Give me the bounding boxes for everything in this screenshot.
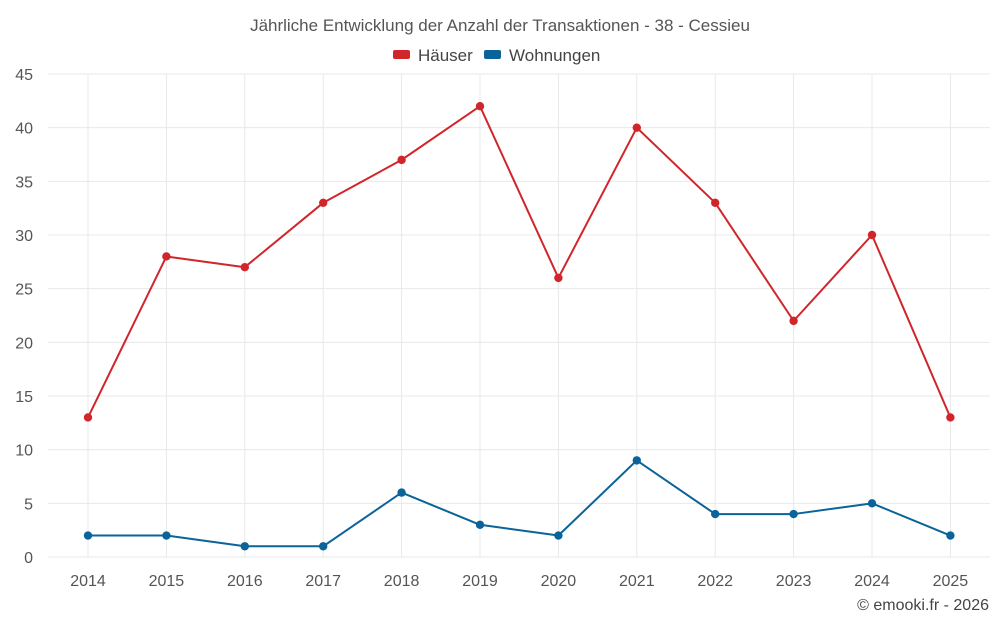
- legend-swatch-haeuser: [393, 50, 410, 59]
- data-point-haeuser[interactable]: [319, 198, 328, 207]
- data-point-wohnungen[interactable]: [867, 499, 877, 508]
- data-point-haeuser[interactable]: [83, 413, 93, 422]
- data-point-haeuser[interactable]: [554, 273, 563, 283]
- x-tick-label: 2022: [697, 573, 733, 590]
- data-point-haeuser[interactable]: [162, 252, 171, 261]
- legend-label-haeuser: Häuser: [418, 46, 473, 65]
- data-point-haeuser[interactable]: [240, 263, 249, 272]
- y-tick-label: 0: [24, 550, 33, 567]
- data-point-wohnungen[interactable]: [789, 509, 798, 519]
- x-tick-label: 2024: [854, 573, 890, 590]
- data-point-wohnungen[interactable]: [162, 531, 171, 540]
- y-tick-label: 10: [15, 443, 33, 460]
- credit-text: © emooki.fr - 2026: [857, 597, 989, 614]
- data-point-wohnungen[interactable]: [83, 531, 93, 540]
- data-point-haeuser[interactable]: [946, 413, 955, 422]
- y-tick-label: 40: [15, 121, 33, 138]
- x-tick-label: 2019: [462, 573, 498, 590]
- legend-label-wohnungen: Wohnungen: [509, 46, 600, 65]
- chart-title: Jährliche Entwicklung der Anzahl der Tra…: [250, 16, 750, 35]
- data-point-wohnungen[interactable]: [632, 456, 641, 465]
- grid: [48, 73, 990, 558]
- data-point-haeuser[interactable]: [867, 230, 877, 240]
- data-point-haeuser[interactable]: [711, 198, 720, 207]
- y-tick-label: 25: [15, 282, 33, 299]
- x-tick-label: 2018: [384, 573, 420, 590]
- x-tick-label: 2023: [776, 573, 812, 590]
- data-point-haeuser[interactable]: [632, 123, 641, 132]
- data-point-haeuser[interactable]: [475, 102, 485, 111]
- data-point-wohnungen[interactable]: [397, 488, 406, 497]
- series-line-haeuser: [87, 105, 952, 418]
- x-tick-label: 2021: [619, 573, 655, 590]
- data-point-wohnungen[interactable]: [554, 531, 563, 540]
- y-tick-label: 20: [15, 335, 33, 352]
- y-tick-label: 35: [15, 174, 33, 191]
- legend-item-wohnungen[interactable]: Wohnungen: [484, 46, 600, 65]
- data-point-wohnungen[interactable]: [946, 531, 955, 540]
- x-axis: 2014 2015 2016 2017 2018 2019 2020 2021 2022 2023…: [70, 573, 968, 590]
- x-tick-label: 2016: [227, 573, 263, 590]
- y-axis: 0 5 10 15 20 25 30 35 40 45: [15, 67, 33, 567]
- legend: Häuser Wohnungen: [393, 46, 600, 65]
- y-tick-label: 30: [15, 228, 33, 245]
- data-point-haeuser[interactable]: [397, 155, 406, 165]
- legend-item-haeuser[interactable]: Häuser: [393, 46, 473, 65]
- data-point-wohnungen[interactable]: [475, 520, 485, 529]
- data-point-wohnungen[interactable]: [240, 542, 249, 551]
- x-tick-label: 2025: [933, 573, 969, 590]
- x-tick-label: 2020: [541, 573, 577, 590]
- x-tick-label: 2015: [149, 573, 185, 590]
- series: [83, 102, 955, 551]
- y-tick-label: 5: [24, 496, 33, 513]
- x-tick-label: 2014: [70, 573, 106, 590]
- y-tick-label: 15: [15, 389, 33, 406]
- x-tick-label: 2017: [305, 573, 341, 590]
- data-point-wohnungen[interactable]: [319, 542, 328, 551]
- y-tick-label: 45: [15, 67, 33, 84]
- legend-swatch-wohnungen: [484, 50, 501, 59]
- data-point-haeuser[interactable]: [789, 316, 798, 326]
- data-point-wohnungen[interactable]: [711, 509, 720, 519]
- series-line-wohnungen: [88, 459, 951, 548]
